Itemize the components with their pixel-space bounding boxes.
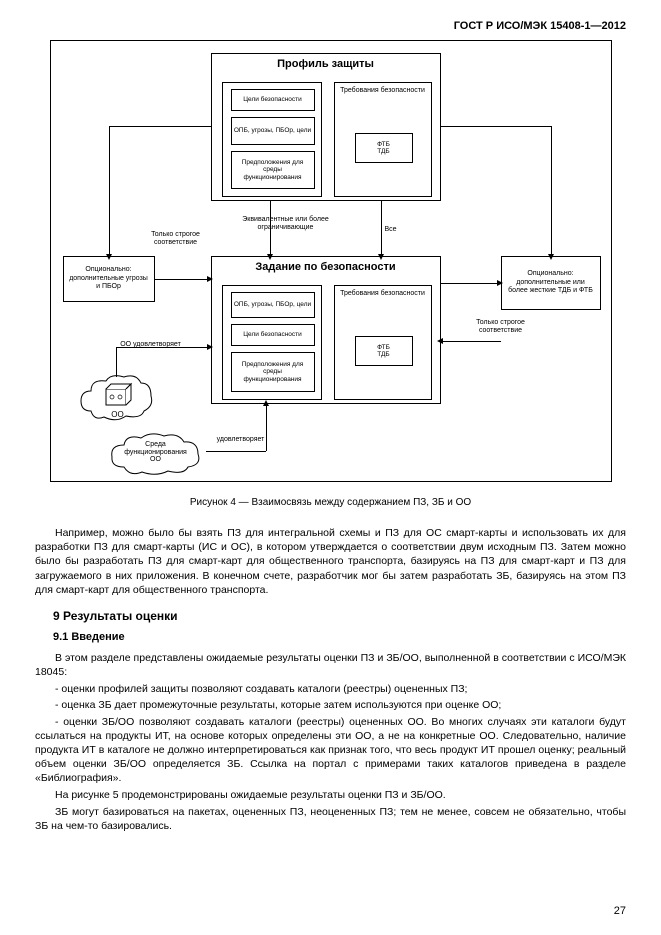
lbl-all: Все: [371, 226, 411, 234]
line-pp-extr-h: [441, 126, 551, 127]
list-item-1: - оценки профилей защиты позволяют созда…: [35, 682, 626, 696]
cloud-oo-label: ОО: [103, 411, 133, 420]
lbl-equiv: Эквивалентные или более ограничивающие: [241, 216, 331, 231]
st-right-b1: ФТБ ТДБ: [355, 336, 413, 366]
list-item-3: - оценки ЗБ/ОО позволяют создавать катал…: [35, 715, 626, 786]
heading-9-1: 9.1 Введение: [53, 631, 626, 643]
line-pp-extl-v: [109, 126, 110, 256]
lbl-strict-right: Только строгое соответствие: [471, 319, 531, 334]
st-left-group: ОПБ, угрозы, ПБОр, цели Цели безопасност…: [222, 285, 322, 400]
arrow-head-5: [497, 280, 503, 286]
arrow-oo-st: [156, 347, 211, 348]
arrow-st-extr: [441, 283, 501, 284]
arrow-extl-st: [155, 279, 211, 280]
arrow-head-3: [207, 276, 213, 282]
pp-left-b2: ОПБ, угрозы, ПБОр, цели: [231, 117, 315, 145]
st-title: Задание по безопасности: [212, 257, 440, 277]
arrow-head-4: [106, 254, 112, 260]
arrow-head-2: [378, 254, 384, 260]
figure-4-diagram: Профиль защиты Цели безопасности ОПБ, уг…: [50, 40, 612, 482]
arrow-head-8: [207, 344, 213, 350]
arrow-pp-st-left: [270, 201, 271, 256]
arrow-head-9: [263, 400, 269, 406]
list-item-2: - оценка ЗБ дает промежуточные результат…: [35, 698, 626, 712]
pp-right-b1: ФТБ ТДБ: [355, 133, 413, 163]
line-oo-v: [116, 347, 117, 377]
st-left-b2: Цели безопасности: [231, 324, 315, 346]
line-env-h: [206, 451, 266, 452]
page-number: 27: [614, 905, 626, 917]
para-4: ЗБ могут базироваться на пакетах, оценен…: [35, 805, 626, 833]
figure-caption: Рисунок 4 — Взаимосвязь между содержание…: [35, 497, 626, 508]
arrow-head-7: [437, 338, 443, 344]
line-env-v: [266, 404, 267, 451]
pp-left-group: Цели безопасности ОПБ, угрозы, ПБОр, цел…: [222, 82, 322, 197]
arrow-extr-st: [441, 341, 501, 342]
line-oo-h: [116, 347, 156, 348]
line-pp-extl-h: [109, 126, 211, 127]
para-3: На рисунке 5 продемонстрированы ожидаемы…: [35, 788, 626, 802]
heading-9: 9 Результаты оценки: [53, 609, 626, 623]
arrow-pp-st-right: [381, 201, 382, 256]
line-pp-extr-v: [551, 126, 552, 256]
doc-header: ГОСТ Р ИСО/МЭК 15408-1—2012: [35, 20, 626, 32]
cloud-env-label: Среда функционирования ОО: [121, 441, 191, 464]
pp-title: Профиль защиты: [212, 54, 440, 74]
lbl-strict-left: Только строгое соответствие: [146, 231, 206, 246]
st-left-b1: ОПБ, угрозы, ПБОр, цели: [231, 292, 315, 318]
pp-container: Профиль защиты Цели безопасности ОПБ, уг…: [211, 53, 441, 201]
cloud-oo: [76, 371, 156, 431]
pp-right-group: Требования безопасности ФТБ ТДБ: [334, 82, 432, 197]
st-right-title: Требования безопасности: [335, 286, 431, 301]
st-container: Задание по безопасности ОПБ, угрозы, ПБО…: [211, 256, 441, 404]
arrow-head-1: [267, 254, 273, 260]
para-2: В этом разделе представлены ожидаемые ре…: [35, 651, 626, 679]
st-right-group: Требования безопасности ФТБ ТДБ: [334, 285, 432, 400]
pp-left-b3: Предположения для среды функционирования: [231, 151, 315, 189]
pp-left-b1: Цели безопасности: [231, 89, 315, 111]
st-left-b3: Предположения для среды функционирования: [231, 352, 315, 392]
pp-right-title: Требования безопасности: [335, 83, 431, 98]
ext-left-box: Опционально: дополнительные угрозы и ПБО…: [63, 256, 155, 302]
para-1: Например, можно было бы взять ПЗ для инт…: [35, 526, 626, 597]
ext-right-box: Опционально: дополнительные или более же…: [501, 256, 601, 310]
arrow-head-6: [548, 254, 554, 260]
